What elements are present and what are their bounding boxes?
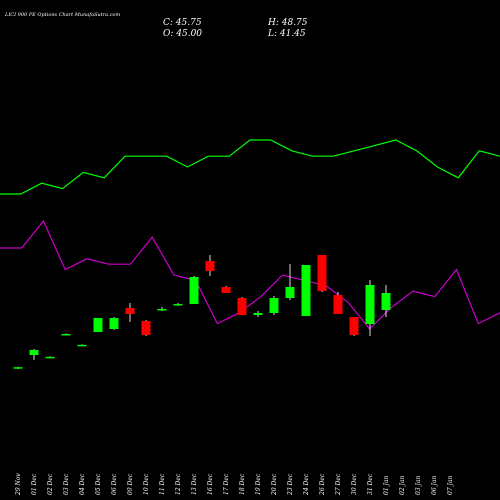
x-tick-label: 03 Dec bbox=[63, 473, 70, 495]
candle-body bbox=[173, 304, 183, 306]
candle bbox=[173, 303, 183, 306]
candle-body bbox=[269, 298, 279, 313]
chart-title: LICI 900 PE Options Chart MunafaSutra.co… bbox=[4, 12, 121, 18]
candle bbox=[365, 280, 375, 336]
indicator-line-2 bbox=[0, 219, 500, 330]
candle bbox=[205, 255, 215, 276]
candle bbox=[237, 297, 247, 315]
candles bbox=[13, 255, 391, 369]
x-tick-label: 09 Dec bbox=[127, 473, 134, 495]
candle bbox=[317, 255, 327, 292]
x-tick-label: 01 Dec bbox=[31, 473, 38, 495]
x-tick-label: 30 Dec bbox=[351, 473, 358, 495]
x-tick-label: 10 Dec bbox=[143, 473, 150, 495]
x-tick-label: 06 Jan bbox=[431, 475, 438, 495]
candle-body bbox=[13, 367, 23, 369]
x-tick-label: 24 Dec bbox=[303, 473, 310, 496]
candle-body bbox=[205, 261, 215, 271]
candle-body bbox=[301, 265, 311, 316]
candle bbox=[221, 286, 231, 293]
indicator-line-1 bbox=[0, 139, 500, 195]
candle-body bbox=[285, 287, 295, 298]
x-tick-label: 20 Dec bbox=[271, 473, 278, 496]
x-tick-label: 04 Dec bbox=[79, 473, 86, 495]
candle bbox=[269, 296, 279, 315]
x-tick-label: 06 Dec bbox=[111, 473, 118, 495]
candle bbox=[285, 264, 295, 300]
candle-body bbox=[189, 277, 199, 304]
x-tick-label: 01 Jan bbox=[383, 475, 390, 495]
x-tick-label: 07 Jan bbox=[447, 475, 454, 495]
x-tick-label: 23 Dec bbox=[287, 473, 294, 496]
x-tick-label: 16 Dec bbox=[207, 473, 214, 495]
x-tick-label: 13 Dec bbox=[191, 473, 198, 495]
candle-body bbox=[253, 313, 263, 315]
high-value: H: 48.75 bbox=[267, 18, 308, 28]
x-tick-label: 29 Nov bbox=[15, 473, 22, 496]
x-tick-label: 26 Dec bbox=[319, 473, 326, 496]
candle-body bbox=[141, 321, 151, 335]
candle-body bbox=[381, 293, 391, 310]
candle bbox=[61, 333, 71, 336]
x-tick-label: 17 Dec bbox=[223, 473, 230, 495]
x-tick-label: 27 Dec bbox=[335, 473, 342, 496]
x-tick-label: 18 Dec bbox=[239, 473, 246, 495]
candle-body bbox=[237, 298, 247, 315]
candle-body bbox=[93, 318, 103, 332]
x-tick-label: 19 Dec bbox=[255, 473, 262, 495]
candle bbox=[381, 285, 391, 317]
candle-body bbox=[221, 287, 231, 293]
candle-body bbox=[317, 255, 327, 291]
candle-body bbox=[45, 356, 55, 359]
x-tick-label: 03 Jan bbox=[415, 475, 422, 495]
x-axis: 29 Nov 01 Dec 02 Dec 03 Dec 04 Dec 05 Dec 06 D… bbox=[15, 473, 454, 496]
candle bbox=[157, 307, 167, 311]
candle bbox=[349, 317, 359, 336]
candle-body bbox=[77, 344, 87, 347]
candle-body bbox=[125, 308, 135, 314]
x-tick-label: 05 Dec bbox=[95, 473, 102, 495]
candle-body bbox=[109, 318, 119, 329]
open-value: O: 45.00 bbox=[163, 29, 202, 39]
candle bbox=[333, 292, 343, 314]
candle bbox=[93, 318, 103, 332]
indicator-lines bbox=[0, 139, 500, 330]
candle bbox=[45, 356, 55, 359]
candle-body bbox=[365, 285, 375, 324]
x-tick-label: 02 Dec bbox=[47, 473, 54, 495]
candle bbox=[77, 344, 87, 347]
candle bbox=[125, 303, 135, 322]
close-value: C: 45.75 bbox=[163, 18, 202, 28]
candle-body bbox=[157, 309, 167, 311]
x-tick-label: 12 Dec bbox=[175, 473, 182, 495]
candle-body bbox=[29, 350, 39, 355]
candle bbox=[141, 320, 151, 336]
x-tick-label: 02 Jan bbox=[399, 475, 406, 495]
candle bbox=[253, 311, 263, 317]
candle bbox=[29, 349, 39, 360]
candle bbox=[301, 265, 311, 316]
x-tick-label: 31 Dec bbox=[367, 473, 374, 495]
x-tick-label: 11 Dec bbox=[159, 473, 166, 495]
candle bbox=[109, 317, 119, 330]
candle-body bbox=[349, 317, 359, 335]
candle bbox=[189, 276, 199, 304]
candle-body bbox=[333, 295, 343, 314]
low-value: L: 41.45 bbox=[267, 29, 306, 39]
candle-body bbox=[61, 334, 71, 336]
candle bbox=[13, 366, 23, 369]
